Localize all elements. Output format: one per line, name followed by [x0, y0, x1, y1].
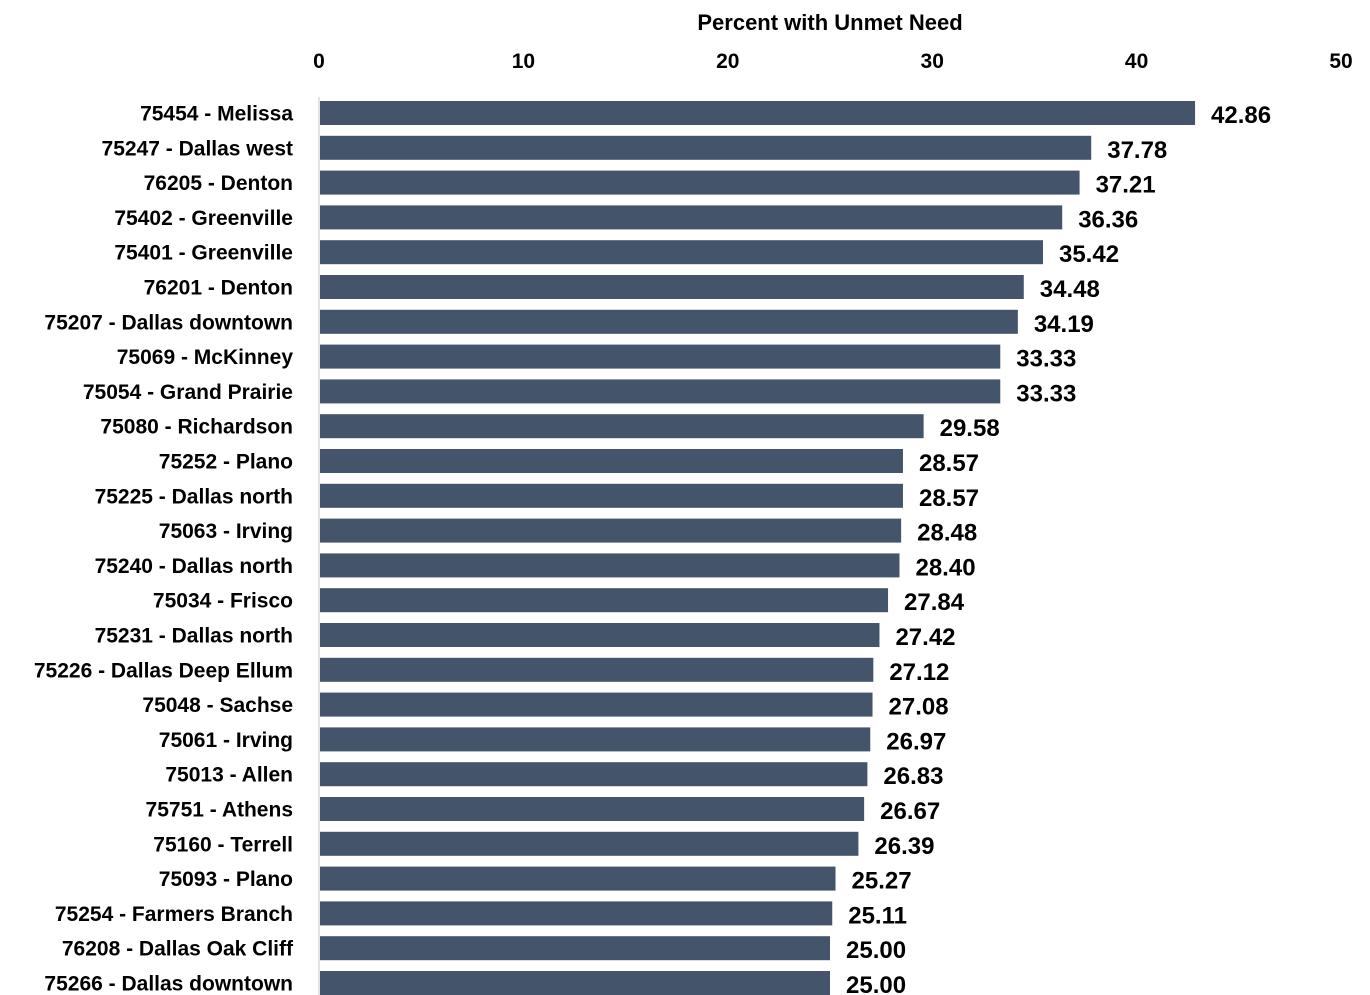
bar	[320, 692, 873, 717]
category-label: 75013 - Allen	[165, 764, 293, 787]
category-label: 75454 - Melissa	[140, 103, 293, 126]
category-label: 75254 - Farmers Branch	[55, 903, 293, 926]
bar	[320, 901, 833, 926]
category-label: 75048 - Sachse	[142, 694, 293, 717]
data-labels: 42.86 37.78 37.21 36.36 35.42 34.48 34.19 33.33…	[846, 102, 1271, 995]
data-label: 28.40	[915, 554, 975, 581]
bar	[320, 623, 880, 647]
bar	[320, 170, 1080, 195]
bar	[320, 309, 1018, 334]
category-label: 75034 - Frisco	[153, 590, 293, 613]
data-label: 34.19	[1034, 311, 1094, 338]
data-label: 29.58	[940, 415, 1000, 442]
bar	[320, 936, 830, 961]
category-label: 75266 - Dallas downtown	[44, 973, 293, 995]
bar	[320, 135, 1092, 160]
bar	[320, 379, 1001, 404]
data-label: 28.48	[917, 520, 977, 547]
data-label: 26.83	[883, 763, 943, 790]
bar	[320, 240, 1043, 265]
bar	[320, 553, 900, 578]
data-label: 26.39	[874, 833, 934, 860]
bar	[320, 518, 902, 543]
bar	[320, 449, 903, 473]
data-label: 27.84	[904, 589, 965, 616]
bar	[320, 275, 1024, 299]
data-label: 35.42	[1059, 241, 1119, 268]
category-label: 75054 - Grand Prairie	[83, 381, 293, 404]
x-tick-label: 10	[512, 50, 535, 73]
bars-group	[320, 101, 1196, 995]
bar	[320, 831, 859, 856]
data-label: 34.48	[1040, 276, 1100, 303]
category-label: 75080 - Richardson	[100, 416, 293, 439]
x-tick-label: 40	[1125, 50, 1148, 73]
data-label: 25.00	[846, 972, 906, 995]
bar	[320, 971, 830, 995]
data-label: 26.97	[886, 728, 946, 755]
category-labels: 75454 - Melissa 75247 - Dallas west 76205 …	[34, 103, 294, 995]
bar	[320, 657, 874, 682]
bar	[320, 588, 889, 613]
bar	[320, 205, 1063, 230]
data-label: 33.33	[1016, 380, 1076, 407]
bar	[320, 797, 865, 821]
data-label: 25.11	[848, 902, 907, 929]
category-label: 75247 - Dallas west	[102, 137, 293, 160]
category-label: 75069 - McKinney	[117, 346, 294, 369]
bar	[320, 762, 868, 787]
data-label: 37.78	[1107, 137, 1167, 164]
category-label: 76208 - Dallas Oak Cliff	[62, 938, 294, 961]
category-label: 75225 - Dallas north	[95, 485, 293, 508]
category-label: 75207 - Dallas downtown	[44, 311, 293, 334]
bar	[320, 344, 1001, 369]
category-label: 75252 - Plano	[159, 451, 293, 474]
category-label: 75401 - Greenville	[114, 242, 293, 265]
bar	[320, 414, 924, 439]
category-label: 75231 - Dallas north	[95, 625, 293, 648]
x-tick-label: 50	[1329, 50, 1352, 73]
bar	[320, 483, 903, 508]
x-tick-label: 0	[313, 50, 325, 73]
category-label: 75160 - Terrell	[153, 833, 293, 856]
data-label: 42.86	[1211, 102, 1271, 129]
x-axis-title: Percent with Unmet Need	[697, 10, 962, 35]
x-tick-label: 30	[921, 50, 944, 73]
data-label: 37.21	[1096, 172, 1156, 199]
category-label: 75240 - Dallas north	[95, 555, 293, 578]
category-label: 75063 - Irving	[159, 520, 293, 543]
data-label: 26.67	[880, 798, 940, 825]
data-label: 25.00	[846, 937, 906, 964]
data-label: 33.33	[1016, 346, 1076, 373]
x-tick-label: 20	[716, 50, 739, 73]
category-label: 76201 - Denton	[144, 277, 293, 300]
category-label: 76205 - Denton	[144, 172, 293, 195]
data-label: 25.27	[852, 868, 912, 895]
category-label: 75093 - Plano	[159, 868, 293, 891]
data-label: 27.12	[889, 659, 949, 686]
category-label: 75061 - Irving	[159, 729, 293, 752]
data-label: 28.57	[919, 450, 979, 477]
x-axis-ticks: 0 10 20 30 40 50	[313, 50, 1353, 73]
data-label: 27.42	[895, 624, 955, 651]
category-label: 75402 - Greenville	[114, 207, 293, 230]
bar	[320, 866, 836, 891]
bar	[320, 727, 871, 752]
data-label: 28.57	[919, 485, 979, 512]
category-label: 75226 - Dallas Deep Ellum	[34, 659, 293, 682]
bar	[320, 101, 1196, 125]
data-label: 27.08	[889, 694, 949, 721]
data-label: 36.36	[1078, 206, 1138, 233]
category-label: 75751 - Athens	[146, 799, 293, 822]
